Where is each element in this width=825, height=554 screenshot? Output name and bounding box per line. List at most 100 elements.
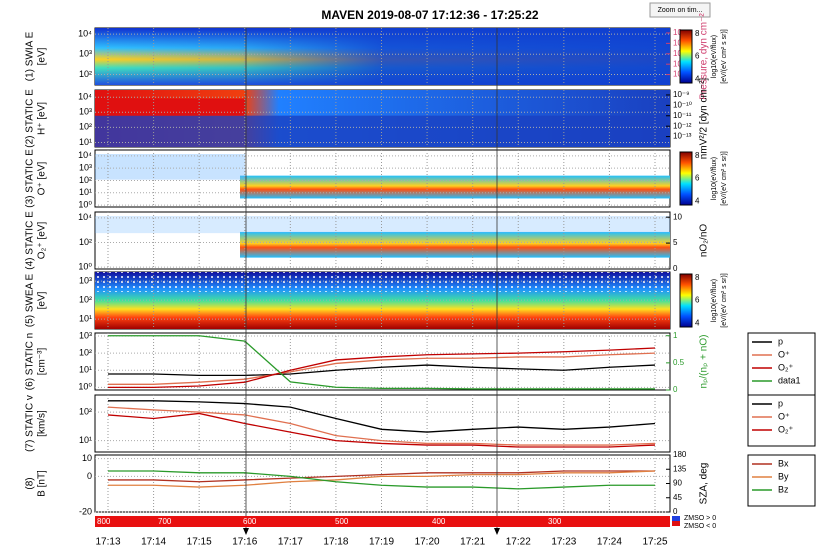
spectrogram-band: [240, 175, 670, 199]
y2-tick-label: 5: [673, 238, 678, 247]
panel-label: (6) STATIC n: [25, 333, 36, 390]
x-tick-label: 17:18: [323, 537, 348, 548]
y-tick-label: 10³: [79, 49, 92, 59]
colorbar-label: log10(eV/flux): [711, 279, 718, 322]
y2-tick-label: 45: [673, 493, 682, 502]
y-tick-label: 10¹: [79, 313, 92, 323]
legend-label: Bx: [778, 458, 789, 468]
y2-tick-label: 90: [673, 479, 682, 488]
y-tick-label: 10²: [79, 69, 92, 79]
y-tick-label: 10⁴: [78, 212, 92, 222]
colorbar-label: log10(eV/flux): [711, 35, 718, 78]
y-tick-label: 10⁰: [78, 382, 92, 392]
colorbar-tick-label: 8: [695, 273, 700, 282]
panel-frame: [94, 332, 671, 391]
y-tick-label: 10³: [79, 163, 92, 173]
series-line: [107, 406, 656, 446]
y-tick-label: 10¹: [79, 187, 92, 197]
panel-label: O₂⁺ [eV]: [37, 222, 48, 260]
y-tick-label: 0: [87, 471, 92, 481]
y-tick-label: 10⁰: [78, 199, 92, 209]
y-tick-label: 10¹: [79, 137, 92, 147]
y2-axis-label: Pressure, dyn cm⁻²: [699, 13, 710, 100]
y-tick-label: 10⁴: [78, 28, 92, 38]
y-tick-label: 10¹: [79, 435, 92, 445]
y-tick-label: 10²: [79, 237, 92, 247]
series-line: [108, 470, 655, 490]
y-tick-label: 10³: [79, 275, 92, 285]
y2-tick-label: 135: [673, 464, 687, 473]
colorbar-tick-label: 6: [695, 174, 700, 183]
legend-label: O⁺: [778, 411, 790, 421]
legend-label: Bz: [778, 484, 789, 494]
colorbar: [679, 151, 693, 206]
colorbar-label: log10(eV/flux): [711, 157, 718, 200]
legend-label: By: [778, 471, 789, 481]
mso-swatch-neg: [672, 521, 680, 526]
colorbar-tick-label: 4: [695, 318, 700, 327]
x-tick-label: 17:23: [551, 537, 576, 548]
x-tick-label: 17:15: [187, 537, 212, 548]
chart-title: MAVEN 2019-08-07 17:12:36 - 17:25:22: [321, 8, 539, 22]
y2-tick-label: 10: [673, 212, 682, 221]
series-line: [108, 347, 656, 388]
panel-label: [eV]: [37, 47, 48, 65]
mso-label: ZMSO < 0: [684, 523, 716, 530]
spectrogram-scatter: [95, 154, 245, 180]
x-tick-label: 17:13: [95, 537, 120, 548]
colorbar: [679, 29, 693, 84]
y-tick-label: 10³: [79, 107, 92, 117]
panel-frame: [94, 454, 671, 513]
altitude-label: 400: [432, 517, 446, 526]
y2-tick-label: 10⁻¹¹: [673, 111, 692, 120]
series-line: [108, 470, 656, 488]
x-tick-label: 17:21: [460, 537, 485, 548]
colorbar-tick-label: 4: [695, 74, 700, 83]
altitude-label: 800: [97, 517, 111, 526]
y-tick-label: 10²: [79, 348, 92, 358]
y2-axis-label: nO₂/nO: [699, 224, 710, 258]
spectrogram-high: [95, 98, 245, 116]
altitude-label: 700: [158, 517, 172, 526]
x-tick-label: 17:22: [506, 537, 531, 548]
y-tick-label: -20: [79, 506, 92, 516]
zoom-button[interactable]: Zoom on tim...: [649, 2, 711, 18]
y2-tick-label: 0: [673, 264, 678, 273]
x-tick-label: 17:14: [141, 537, 166, 548]
panel-label: [eV]: [37, 291, 48, 309]
x-tick-label: 17:17: [278, 537, 303, 548]
y-tick-label: 10⁴: [78, 150, 92, 160]
colorbar-units: [eV/(eV cm² s sr)]: [721, 29, 728, 84]
colorbar-tick-label: 8: [695, 151, 700, 160]
y2-tick-label: 10⁻⁹: [673, 90, 690, 99]
panel-label: (7) STATIC v: [25, 395, 36, 452]
legend-label: data1: [778, 375, 801, 385]
spectrogram-fade: [95, 28, 670, 85]
legend-label: O₂⁺: [778, 424, 793, 434]
y-tick-label: 10: [82, 453, 92, 463]
button-label[interactable]: Zoom on tim...: [658, 7, 703, 14]
y-tick-label: 10⁰: [78, 261, 92, 271]
spectrogram-band: [240, 231, 670, 258]
panel-label: (3) STATIC E: [25, 149, 36, 208]
y2-tick-label: 10⁻¹⁰: [673, 100, 692, 109]
panel-label: O⁺ [eV]: [37, 161, 48, 195]
y2-tick-label: 10⁻¹²: [673, 121, 692, 130]
panel-frame: [94, 394, 671, 453]
button-frame[interactable]: [649, 2, 711, 18]
y-tick-label: 10²: [79, 294, 92, 304]
legend-label: O₂⁺: [778, 362, 793, 372]
series-line: [108, 335, 655, 390]
spectrogram-dots: [95, 272, 670, 292]
legend-label: O⁺: [778, 349, 790, 359]
series-line: [108, 364, 656, 377]
orbit-bar: [95, 516, 670, 527]
y-tick-label: 10²: [79, 407, 92, 417]
series-line: [108, 470, 655, 483]
event-arrow: [494, 528, 500, 535]
x-tick-label: 17:24: [597, 537, 622, 548]
panel-label: [km/s]: [37, 410, 48, 437]
colorbar: [679, 273, 693, 328]
y2-axis-label: nₚ/(nₚ + nO): [699, 335, 710, 389]
